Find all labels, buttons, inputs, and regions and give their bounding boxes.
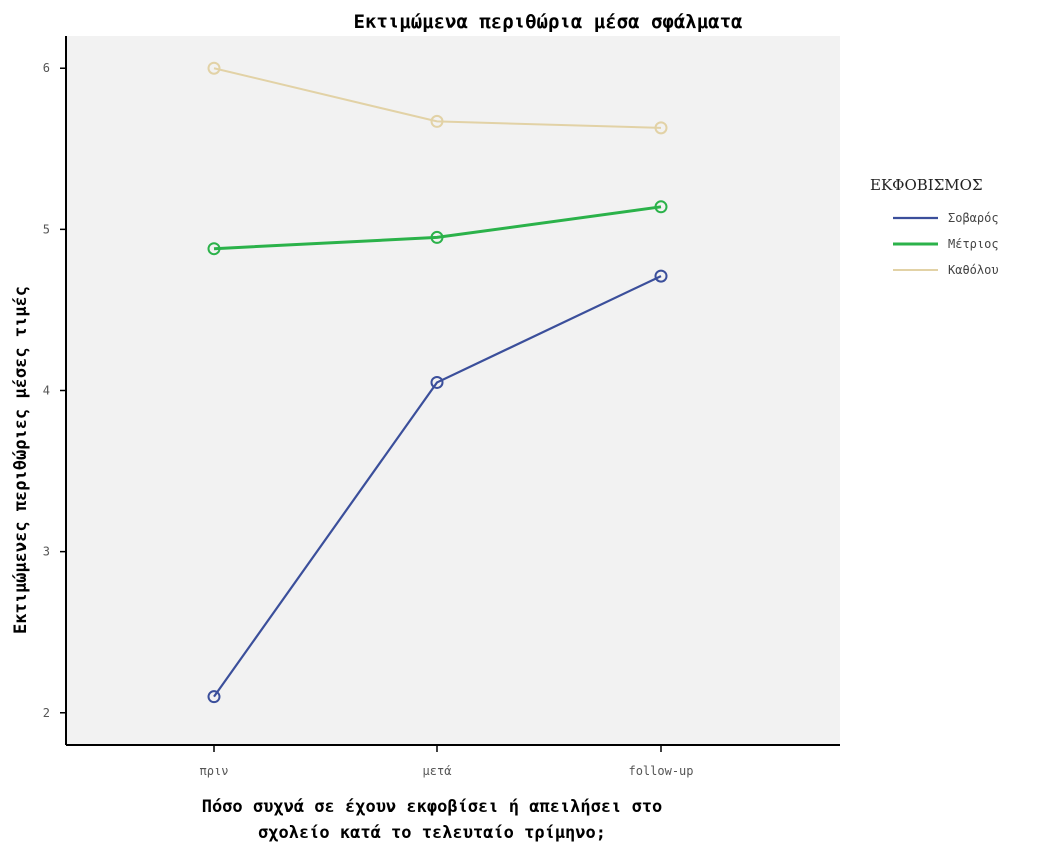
data-point (430, 114, 444, 128)
x-axis-title-line-2: σχολείο κατά το τελευταίο τρίμηνο; (258, 823, 606, 843)
chart-title: Εκτιμώμενα περιθώρια μέσα σφάλματα (354, 11, 743, 33)
series-line (213, 275, 662, 698)
y-tick-label: 4 (43, 384, 50, 398)
data-point (430, 230, 444, 244)
y-tick-label: 2 (43, 706, 50, 720)
data-point (654, 200, 668, 214)
legend-title: ΕΚΦΟΒΙΣΜΟΣ (870, 176, 983, 194)
y-tick-label: 6 (43, 61, 50, 75)
legend-label: Μέτριος (948, 237, 999, 251)
series-line (213, 205, 662, 251)
legend: ΕΚΦΟΒΙΣΜΟΣ Σοβαρός Μέτριος Καθόλου (870, 176, 999, 277)
series-line (213, 67, 662, 129)
data-point (654, 269, 668, 283)
x-tick-label: μετά (423, 764, 452, 778)
x-axis-title-line-1: Πόσο συχνά σε έχουν εκφοβίσει ή απειλήσε… (202, 797, 663, 817)
legend-label: Καθόλου (948, 263, 999, 277)
data-point (207, 61, 221, 75)
legend-label: Σοβαρός (948, 211, 999, 225)
y-tick-label: 5 (43, 222, 50, 236)
y-axis-title: Εκτιμώμενες περιθώριες μέσες τιμές (11, 286, 31, 634)
x-axis: πριν μετά follow-up (200, 745, 694, 778)
x-tick-label: πριν (200, 764, 229, 778)
x-tick-label: follow-up (628, 764, 693, 778)
plot-area (66, 36, 840, 745)
series-layer (207, 61, 668, 704)
data-point (430, 375, 444, 389)
data-point (207, 242, 221, 256)
data-point (207, 690, 221, 704)
data-point (654, 121, 668, 135)
y-axis: 2 3 4 5 6 (43, 61, 66, 720)
y-tick-label: 3 (43, 545, 50, 559)
